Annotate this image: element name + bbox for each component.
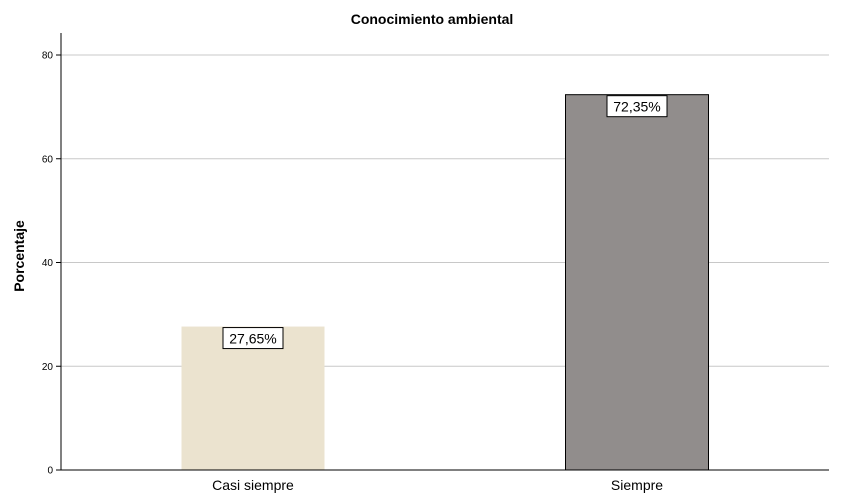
- grid-lines: [61, 54, 829, 367]
- y-tick-label: 40: [42, 258, 54, 269]
- x-tick-label: Siempre: [611, 477, 663, 493]
- bar-1: [181, 326, 325, 470]
- y-tick-label: 60: [42, 154, 54, 165]
- y-tick-label: 80: [42, 51, 54, 62]
- axes: 0 20 40 60 80 Casi siempre Siempre: [42, 33, 829, 493]
- bar-2: [565, 94, 709, 471]
- data-label-box: [222, 327, 284, 350]
- y-tick-label: 0: [47, 466, 53, 477]
- data-label-text: 27,65%: [229, 331, 276, 347]
- y-axis-label: Porcentaje: [11, 220, 27, 292]
- data-label: 27,65%: [222, 327, 284, 350]
- x-tick-label: Casi siempre: [212, 477, 294, 493]
- data-label-box: [606, 95, 668, 118]
- bars: [181, 94, 709, 471]
- data-labels: 27,65% 72,35%: [222, 95, 668, 350]
- y-tick-label: 20: [42, 362, 54, 373]
- data-label: 72,35%: [606, 95, 668, 118]
- data-label-text: 72,35%: [613, 99, 660, 115]
- chart-title: Conocimiento ambiental: [351, 11, 514, 27]
